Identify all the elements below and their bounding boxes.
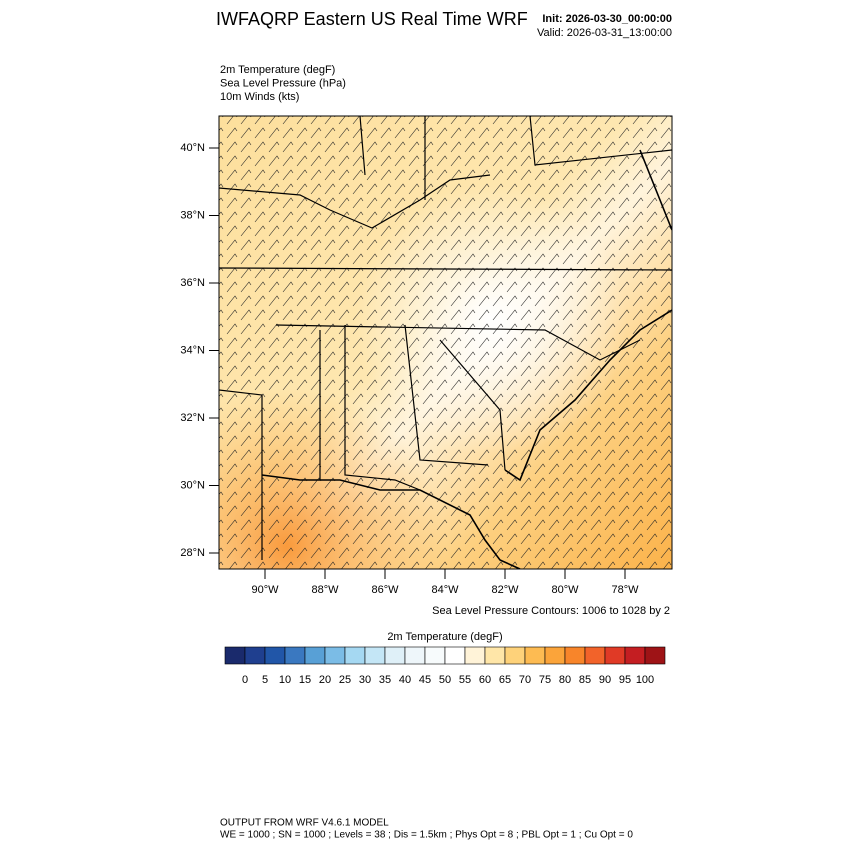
lat-label: 34°N: [180, 344, 205, 356]
lat-label: 38°N: [180, 209, 205, 221]
colorbar-label: 100: [636, 674, 654, 686]
colorbar-box: [644, 646, 666, 665]
lat-label: 28°N: [180, 547, 205, 559]
colorbar-box: [264, 646, 286, 665]
lon-label: 88°W: [311, 584, 339, 596]
colorbar-label: 40: [399, 674, 411, 686]
footer-model: OUTPUT FROM WRF V4.6.1 MODEL: [220, 818, 389, 829]
lon-label: 86°W: [371, 584, 399, 596]
wind-barbs: [219, 116, 672, 569]
colorbar-box: [384, 646, 406, 665]
colorbar-box: [284, 646, 306, 665]
colorbar-box: [404, 646, 426, 665]
field-label: 2m Temperature (degF): [220, 64, 335, 76]
lon-label: 82°W: [491, 584, 519, 596]
map: [219, 116, 672, 569]
title: IWFAQRP Eastern US Real Time WRF: [216, 9, 528, 29]
colorbar-box: [344, 646, 366, 665]
colorbar-label: 20: [319, 674, 331, 686]
colorbar-box: [604, 646, 626, 665]
colorbar-label: 80: [559, 674, 571, 686]
colorbar-box: [544, 646, 566, 665]
valid-time: Valid: 2026-03-31_13:00:00: [537, 27, 672, 39]
footer-options: WE = 1000 ; SN = 1000 ; Levels = 38 ; Di…: [220, 830, 633, 841]
field-label: Sea Level Pressure (hPa): [220, 77, 346, 89]
colorbar-label: 0: [242, 674, 248, 686]
lat-label: 32°N: [180, 412, 205, 424]
colorbar-label: 45: [419, 674, 431, 686]
lat-label: 36°N: [180, 277, 205, 289]
colorbar-box: [444, 646, 466, 665]
colorbar-box: [504, 646, 526, 665]
colorbar-label: 65: [499, 674, 511, 686]
colorbar-label: 50: [439, 674, 451, 686]
colorbar-box: [464, 646, 486, 665]
colorbar-label: 35: [379, 674, 391, 686]
colorbar-title: 2m Temperature (degF): [387, 631, 502, 643]
lat-label: 40°N: [180, 142, 205, 154]
colorbar-box: [424, 646, 446, 665]
colorbar-box: [584, 646, 606, 665]
lat-label: 30°N: [180, 479, 205, 491]
colorbar-label: 10: [279, 674, 291, 686]
colorbar-box: [624, 646, 646, 665]
colorbar-box: [364, 646, 386, 665]
colorbar-box: [524, 646, 546, 665]
colorbar-box: [244, 646, 266, 665]
colorbar-label: 90: [599, 674, 611, 686]
lon-label: 90°W: [251, 584, 279, 596]
colorbar-label: 30: [359, 674, 371, 686]
colorbar-label: 15: [299, 674, 311, 686]
colorbar-label: 25: [339, 674, 351, 686]
colorbar-label: 75: [539, 674, 551, 686]
colorbar-label: 70: [519, 674, 531, 686]
field-label: 10m Winds (kts): [220, 91, 299, 103]
lon-label: 80°W: [551, 584, 579, 596]
colorbar-box: [324, 646, 346, 665]
colorbar-label: 60: [479, 674, 491, 686]
colorbar-label: 85: [579, 674, 591, 686]
colorbar-box: [564, 646, 586, 665]
boundaries: [219, 116, 672, 569]
lon-label: 84°W: [431, 584, 459, 596]
colorbar-label: 55: [459, 674, 471, 686]
colorbar-box: [484, 646, 506, 665]
colorbar-label: 95: [619, 674, 631, 686]
colorbar-label: 5: [262, 674, 268, 686]
colorbar-box: [224, 646, 246, 665]
contour-note: Sea Level Pressure Contours: 1006 to 102…: [432, 605, 670, 617]
colorbar-box: [304, 646, 326, 665]
init-time: Init: 2026-03-30_00:00:00: [542, 13, 672, 25]
lon-label: 78°W: [611, 584, 639, 596]
